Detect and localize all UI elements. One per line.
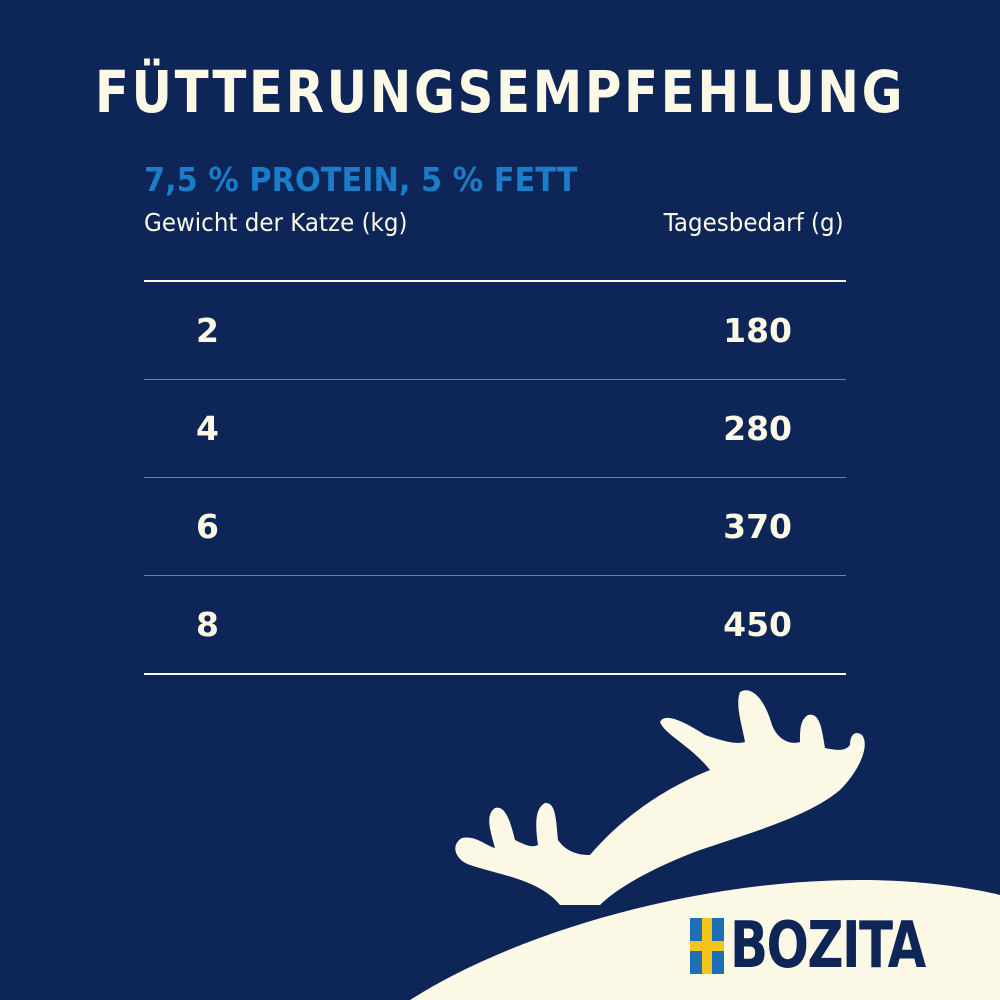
column-header-weight: Gewicht der Katze (kg) xyxy=(144,208,408,237)
weight-cell: 6 xyxy=(196,507,219,546)
page-title: FÜTTERUNGSEMPFEHLUNG xyxy=(94,58,906,126)
table-row: 6 370 xyxy=(144,477,846,575)
daily-cell: 450 xyxy=(723,605,792,644)
feeding-table: 2 180 4 280 6 370 8 450 xyxy=(144,280,846,675)
antler-shape xyxy=(455,690,865,905)
column-header-daily: Tagesbedarf (g) xyxy=(664,208,844,237)
weight-cell: 2 xyxy=(196,311,219,350)
daily-cell: 280 xyxy=(723,409,792,448)
brand-name: BOZITA xyxy=(730,909,926,983)
bozita-logo: BOZITA xyxy=(690,909,980,983)
weight-cell: 8 xyxy=(196,605,219,644)
weight-cell: 4 xyxy=(196,409,219,448)
swedish-flag-icon xyxy=(690,918,724,974)
table-row: 2 180 xyxy=(144,282,846,379)
table-row: 8 450 xyxy=(144,575,846,673)
daily-cell: 180 xyxy=(723,311,792,350)
table-row: 4 280 xyxy=(144,379,846,477)
daily-cell: 370 xyxy=(723,507,792,546)
nutrition-subtitle: 7,5 % PROTEIN, 5 % FETT xyxy=(144,160,578,199)
